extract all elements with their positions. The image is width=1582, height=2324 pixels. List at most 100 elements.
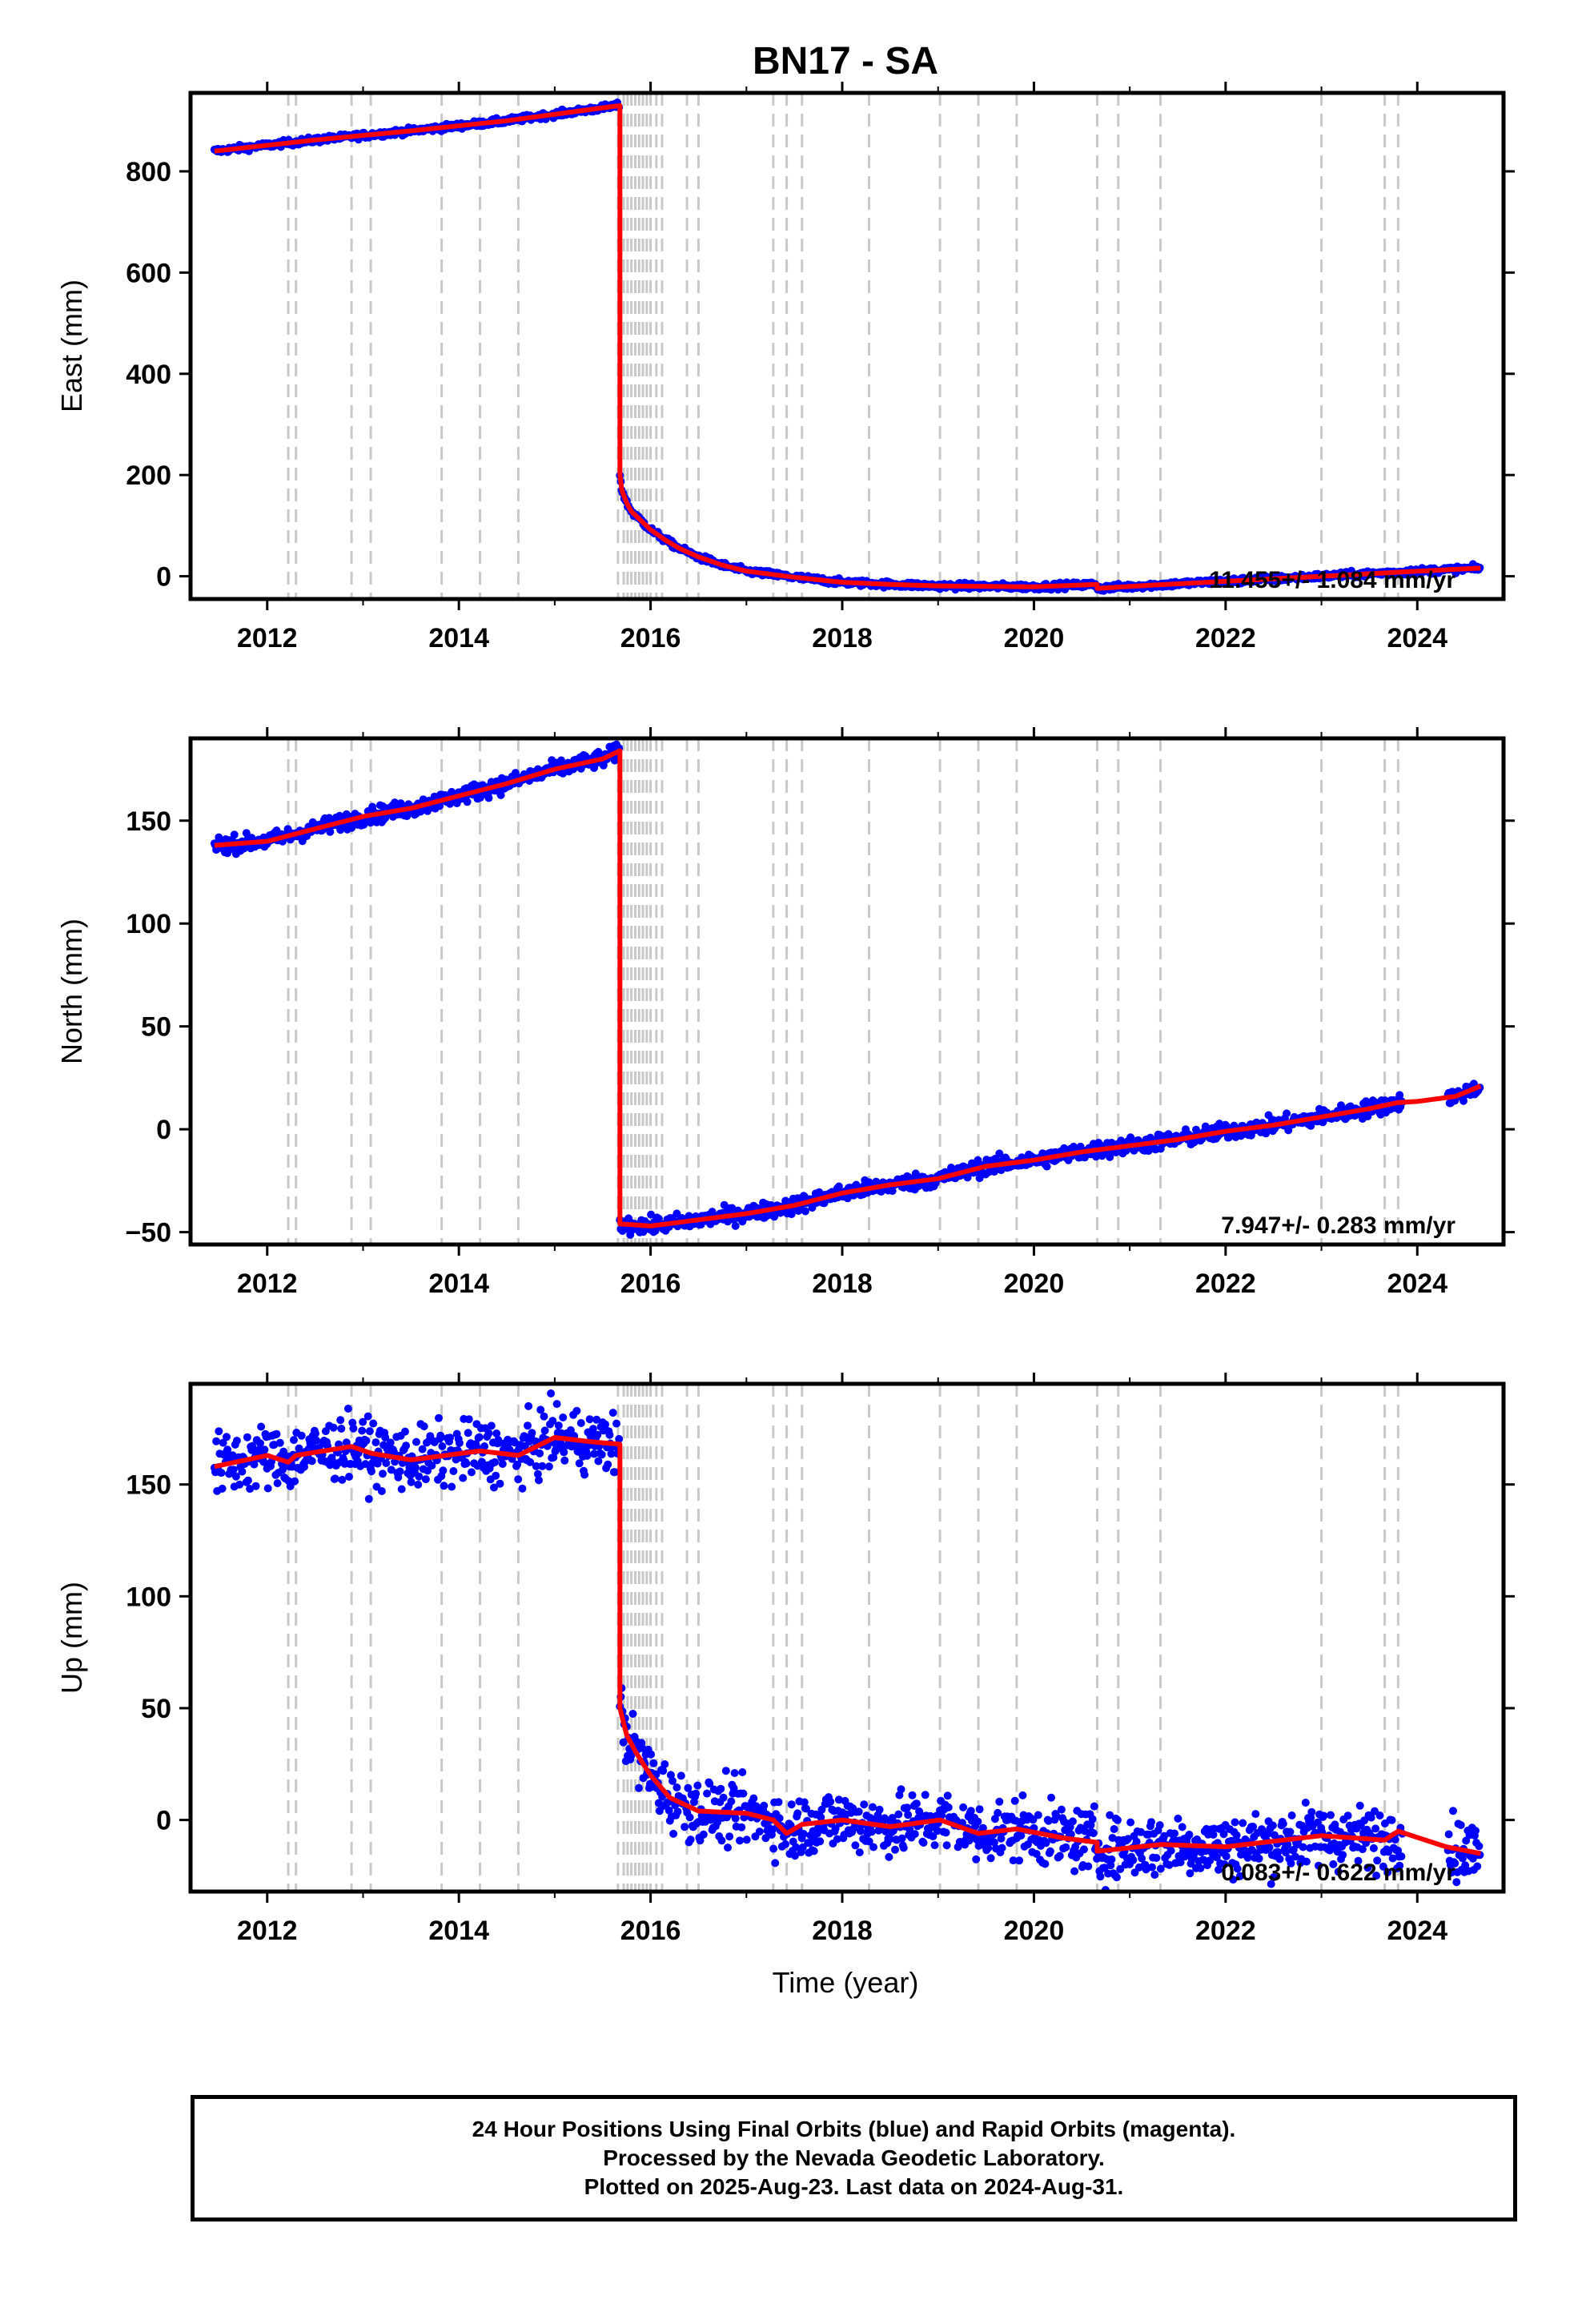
data-point [1113, 1815, 1122, 1824]
data-point [944, 1803, 953, 1811]
data-point [713, 1818, 721, 1827]
data-point [1100, 1864, 1109, 1872]
data-point [717, 1784, 725, 1793]
data-point [464, 1429, 472, 1437]
data-point [731, 1814, 740, 1823]
data-point [575, 1459, 584, 1468]
data-point [865, 1837, 873, 1846]
data-point [219, 1438, 227, 1447]
data-point [761, 1834, 770, 1843]
data-point [1235, 1872, 1244, 1880]
data-point [256, 1439, 264, 1448]
data-point [1354, 1856, 1363, 1865]
data-point [781, 1839, 790, 1848]
data-point [257, 1422, 266, 1431]
data-point [816, 1837, 825, 1846]
data-point [594, 1457, 603, 1466]
data-point [260, 1445, 269, 1454]
data-point [1372, 1872, 1381, 1880]
data-point [994, 1808, 1002, 1817]
data-point [897, 1785, 905, 1794]
data-point [212, 1437, 221, 1445]
data-point [995, 1149, 1004, 1158]
data-point [749, 1794, 758, 1803]
data-point [1301, 1799, 1310, 1807]
data-point [705, 1779, 714, 1788]
y-axis-label-east: East (mm) [55, 279, 88, 412]
data-point [420, 1422, 428, 1431]
data-point [665, 1806, 673, 1815]
y-tick-label: 600 [126, 258, 171, 288]
data-point [930, 1841, 939, 1850]
data-point [365, 1427, 374, 1436]
data-point [446, 1433, 454, 1442]
x-tick-label: 2012 [237, 1916, 298, 1946]
data-point [484, 1429, 493, 1437]
y-axis-label-north: North (mm) [55, 919, 88, 1064]
data-point [875, 1805, 884, 1814]
data-point [787, 1800, 796, 1809]
data-point [693, 1781, 702, 1790]
data-point [708, 1208, 717, 1216]
data-point [223, 1445, 232, 1454]
data-point [1222, 1852, 1231, 1860]
data-point [560, 1448, 568, 1457]
data-point [312, 1436, 321, 1445]
data-point [382, 1459, 391, 1467]
data-point [1084, 1862, 1093, 1871]
data-point [1041, 1860, 1050, 1868]
data-point [362, 1437, 371, 1445]
y-tick-label: −50 [125, 1218, 171, 1248]
data-point [1129, 1856, 1138, 1864]
data-point [1329, 1860, 1338, 1868]
data-point [1090, 1802, 1098, 1811]
data-point [684, 1783, 693, 1792]
data-point [607, 1449, 616, 1458]
data-point [1186, 1869, 1195, 1878]
data-point [601, 1420, 609, 1429]
data-point [998, 1844, 1006, 1852]
data-point [612, 1419, 620, 1428]
data-point [894, 1810, 903, 1819]
data-point [397, 1485, 406, 1494]
data-point [329, 1423, 338, 1432]
data-point [1206, 1856, 1215, 1865]
data-point [903, 1803, 912, 1812]
data-point [984, 1844, 993, 1852]
data-point [548, 1417, 557, 1425]
data-point [1220, 1860, 1229, 1868]
data-point [1174, 1814, 1182, 1823]
x-tick-label: 2014 [428, 623, 489, 653]
y-axis-label-up: Up (mm) [55, 1582, 88, 1694]
data-point [774, 1798, 783, 1807]
data-point [496, 790, 505, 799]
data-point [1137, 1827, 1145, 1836]
data-point [1227, 1836, 1236, 1845]
caption-line-3: Plotted on 2025-Aug-23. Last data on 202… [584, 2174, 1124, 2199]
data-point [1282, 1848, 1290, 1857]
data-point [1334, 1868, 1343, 1876]
data-point [1395, 1861, 1404, 1870]
data-point [412, 1463, 420, 1472]
data-point [834, 1795, 843, 1804]
data-point [364, 1494, 373, 1503]
data-point [496, 1479, 504, 1488]
rate-label-east: 11.455+/- 1.084 mm/yr [1209, 567, 1456, 593]
y-tick-label: 0 [156, 1115, 171, 1145]
data-point [742, 1835, 751, 1844]
data-point [349, 1424, 358, 1433]
data-point [760, 1801, 769, 1810]
data-point [307, 1457, 316, 1466]
plot-area-up [210, 1384, 1484, 1892]
data-point [1018, 1791, 1027, 1799]
y-tick-label: 100 [126, 1582, 171, 1612]
data-point [910, 1830, 919, 1839]
data-point [1358, 1845, 1367, 1854]
data-point [397, 800, 406, 809]
data-point [885, 1852, 893, 1861]
y-tick-label: 800 [126, 157, 171, 187]
data-point [1339, 1851, 1347, 1860]
data-point [1383, 1868, 1392, 1876]
data-point [421, 1475, 430, 1484]
data-point [331, 1474, 339, 1483]
